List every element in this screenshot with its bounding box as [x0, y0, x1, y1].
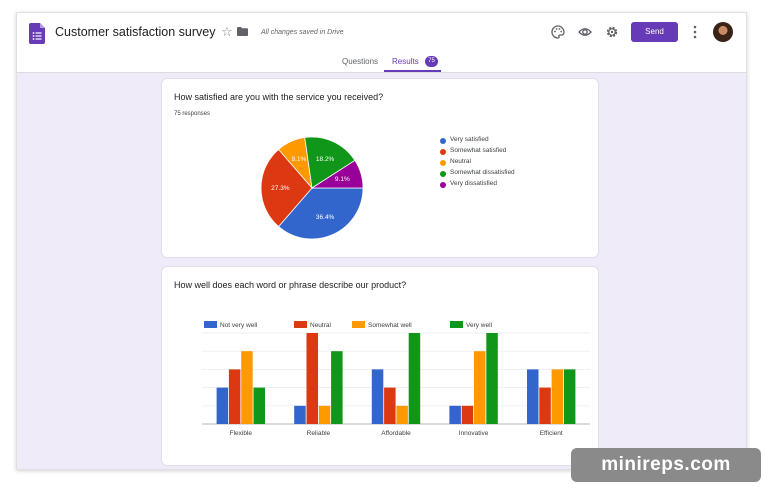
- legend-swatch: [440, 182, 446, 188]
- save-status: All changes saved in Drive: [261, 29, 344, 36]
- legend-label: Somewhat satisfied: [450, 147, 507, 154]
- settings-gear-icon[interactable]: [605, 25, 619, 39]
- x-tick-label: Flexible: [230, 430, 253, 437]
- bar-innovative-very-well[interactable]: [486, 333, 498, 424]
- bar-efficient-not-very-well[interactable]: [527, 369, 539, 424]
- palette-icon[interactable]: [551, 25, 565, 39]
- pie-slice-very-satisfied[interactable]: [278, 187, 364, 240]
- watermark: minireps.com: [571, 448, 761, 482]
- bar-efficient-somewhat-well[interactable]: [551, 369, 564, 424]
- pie-slice-very-dissatisfied[interactable]: [310, 159, 364, 189]
- bar-affordable-neutral[interactable]: [384, 387, 396, 424]
- bar-flexible-somewhat-well[interactable]: [241, 351, 253, 424]
- pie-chart: 36.4% 27.3% 9.1% 18.2% 9.1%: [260, 136, 364, 240]
- pie-slice-label: 36.4%: [316, 214, 335, 221]
- account-avatar[interactable]: [713, 22, 733, 42]
- bar-innovative-neutral[interactable]: [461, 405, 474, 424]
- response-count: 75 responses: [174, 111, 211, 117]
- folder-icon[interactable]: [237, 27, 248, 36]
- bar-efficient-neutral[interactable]: [539, 387, 551, 424]
- legend-swatch: [440, 160, 446, 166]
- forms-window: Customer satisfaction survey ☆ All chang…: [16, 12, 747, 470]
- legend-label: Neutral: [450, 158, 471, 165]
- bar-legend-swatch: [294, 321, 307, 328]
- pie-slice-label: 18.2%: [316, 156, 335, 163]
- bar-flexible-not-very-well[interactable]: [216, 387, 229, 424]
- bar-legend-swatch: [204, 321, 217, 328]
- legend-label: Somewhat dissatisfied: [450, 169, 515, 176]
- preview-eye-icon[interactable]: [578, 25, 592, 39]
- tab-questions[interactable]: Questions: [342, 57, 379, 66]
- x-tick-label: Affordable: [381, 430, 411, 437]
- bar-innovative-somewhat-well[interactable]: [474, 351, 486, 424]
- bar-chart: Not very well Neutral Somewhat well Very we…: [202, 321, 590, 437]
- bar-legend-label: Not very well: [220, 322, 258, 329]
- bar-legend-swatch: [450, 321, 463, 328]
- pie-slice-somewhat-satisfied[interactable]: [260, 148, 313, 228]
- pie-slice-label: 9.1%: [335, 176, 350, 183]
- x-tick-label: Efficient: [540, 430, 563, 437]
- pie-slice-somewhat-dissatisfied[interactable]: [304, 136, 356, 189]
- bar-reliable-very-well[interactable]: [331, 351, 343, 424]
- bar-reliable-neutral[interactable]: [306, 333, 319, 424]
- legend-swatch: [440, 149, 446, 155]
- question-title: How satisfied are you with the service y…: [174, 92, 384, 102]
- bar-affordable-not-very-well[interactable]: [371, 369, 384, 424]
- bar-reliable-somewhat-well[interactable]: [318, 405, 331, 424]
- legend-label: Very dissatisfied: [450, 180, 497, 187]
- bar-flexible-very-well[interactable]: [253, 387, 266, 424]
- bar-affordable-very-well[interactable]: [408, 333, 421, 424]
- active-tab-indicator: [384, 70, 441, 72]
- question-card-satisfaction: How satisfied are you with the service y…: [161, 78, 599, 258]
- form-tabs: Questions Results 75: [17, 53, 746, 73]
- more-vert-icon[interactable]: [692, 24, 698, 40]
- google-forms-logo-icon[interactable]: [29, 23, 45, 44]
- tab-results[interactable]: Results: [392, 57, 419, 66]
- legend-swatch: [440, 171, 446, 177]
- results-count-badge: 75: [425, 56, 438, 67]
- bar-affordable-somewhat-well[interactable]: [396, 405, 408, 424]
- legend-label: Very satisfied: [450, 136, 489, 143]
- pie-slice-label: 27.3%: [271, 185, 290, 192]
- bar-legend-label: Very well: [466, 322, 493, 329]
- pie-slice-label: 9.1%: [291, 156, 306, 163]
- bar-flexible-neutral[interactable]: [228, 369, 241, 424]
- question-title: How well does each word or phrase descri…: [174, 280, 407, 290]
- question-card-product-words: How well does each word or phrase descri…: [161, 266, 599, 466]
- bar-legend-swatch: [352, 321, 365, 328]
- bar-reliable-not-very-well[interactable]: [294, 405, 306, 424]
- send-button[interactable]: Send: [631, 22, 678, 42]
- bar-legend-label: Neutral: [310, 322, 332, 329]
- x-tick-label: Innovative: [459, 430, 489, 437]
- form-title[interactable]: Customer satisfaction survey: [55, 25, 216, 39]
- bar-efficient-very-well[interactable]: [563, 369, 576, 424]
- bar-legend-label: Somewhat well: [368, 322, 412, 329]
- x-tick-label: Reliable: [307, 430, 331, 437]
- legend-swatch: [440, 138, 446, 144]
- bar-innovative-not-very-well[interactable]: [449, 405, 461, 424]
- star-icon[interactable]: ☆: [221, 24, 233, 39]
- top-bar: Customer satisfaction survey ☆ All chang…: [17, 13, 746, 73]
